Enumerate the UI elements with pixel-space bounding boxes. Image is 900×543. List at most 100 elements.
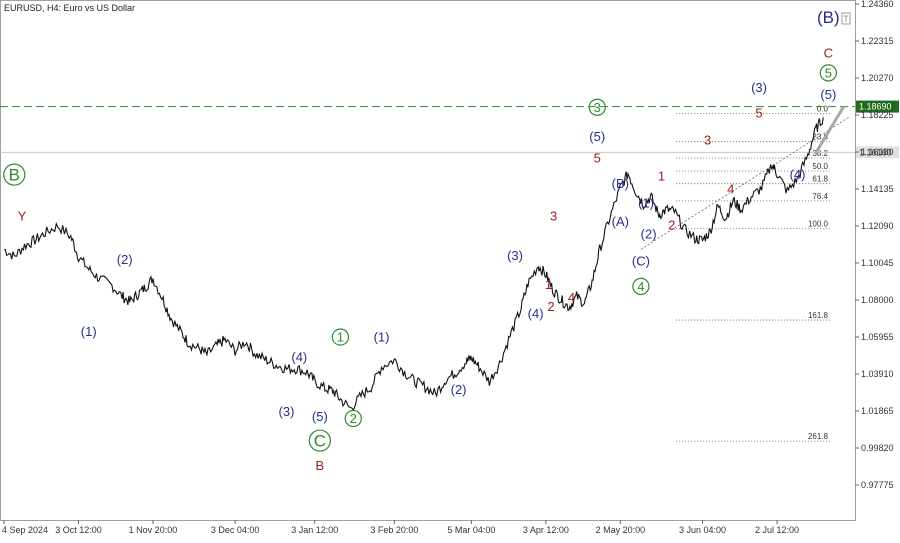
wave-label: 5 xyxy=(755,105,762,120)
x-tick-label: 3 Jun 04:00 xyxy=(679,525,726,535)
plot-area xyxy=(0,0,856,521)
fib-level-label: 23.6 xyxy=(812,133,828,142)
wave-label-circle xyxy=(588,98,606,116)
y-tick-label: 0.97775 xyxy=(861,480,894,490)
fib-level-label: 76.4 xyxy=(812,192,828,201)
price-line xyxy=(3,117,824,411)
wave-label: B xyxy=(9,166,20,185)
wave-label: 3 xyxy=(594,100,601,115)
wave-label: (C) xyxy=(632,254,650,269)
wave-label: (1) xyxy=(81,324,97,339)
wave-label: (4) xyxy=(528,306,544,321)
wave-label: 4 xyxy=(637,279,644,294)
wave-label: 3 xyxy=(704,132,711,147)
wave-label: (B) xyxy=(817,8,840,27)
wave-label: (3) xyxy=(751,80,767,95)
wave-label: (5) xyxy=(589,129,605,144)
fib-level-label: 261.8 xyxy=(808,432,829,441)
fibonacci-levels: 0.0 23.6 38.2 50.0 61.8 76.4 100.0 161.8 261.8 xyxy=(676,105,830,442)
fib-level-label: 100.0 xyxy=(808,220,829,229)
wave-label: 4 xyxy=(568,290,575,305)
x-tick-label: 1 Nov 20:00 xyxy=(129,525,178,535)
time-axis: 4 Sep 2024 3 Oct 12:00 1 Nov 20:00 3 Dec 04… xyxy=(2,520,799,535)
wave-label: (3) xyxy=(507,248,523,263)
wave-label: 1 xyxy=(658,169,665,184)
y-tick-label: 1.05955 xyxy=(861,332,894,342)
wave-label: 3 xyxy=(550,208,557,223)
projection-group xyxy=(814,105,846,155)
x-tick-label: 3 Apr 12:00 xyxy=(523,525,569,535)
wave-label: (A) xyxy=(612,214,629,229)
y-tick-label: 1.10045 xyxy=(861,258,894,268)
price-axis: 1.24360 1.22315 1.20270 1.18225 1.16180 1.141… xyxy=(855,0,894,490)
y-tick-label: 0.99820 xyxy=(861,443,894,453)
wave-label: 5 xyxy=(825,65,832,80)
wave-label: (4) xyxy=(790,167,806,182)
wave-label: (B) xyxy=(612,176,629,191)
x-tick-label: 3 Jan 12:00 xyxy=(291,525,338,535)
trendline-group xyxy=(640,116,850,250)
y-tick-label: 1.01865 xyxy=(861,406,894,416)
y-tick-label: 1.14135 xyxy=(861,184,894,194)
y-tick-label: 1.22315 xyxy=(861,36,894,46)
wave-label: (1) xyxy=(374,330,390,345)
wave-label-circle xyxy=(632,277,650,296)
wave-label: B xyxy=(316,458,325,473)
x-tick-label: 3 Oct 12:00 xyxy=(55,525,102,535)
wave-label: 5 xyxy=(594,150,601,165)
wave-label: 2 xyxy=(350,411,357,426)
x-tick-label: 3 Feb 20:00 xyxy=(370,525,418,535)
wave-label: (4) xyxy=(291,350,307,365)
x-tick-label: 2 Jul 12:00 xyxy=(755,525,799,535)
trendline xyxy=(640,116,850,250)
wave-label: C xyxy=(824,46,833,61)
wave-label: (2) xyxy=(117,252,133,267)
y-tick-label: 1.08000 xyxy=(861,295,894,305)
y-tick-label: 1.03910 xyxy=(861,369,894,379)
wave-label: 1 xyxy=(337,330,344,345)
wave-label-circle xyxy=(331,328,350,346)
wave-label: (5) xyxy=(312,409,328,424)
fib-level-label: 38.2 xyxy=(812,149,828,158)
wave-labels: BY(2)(1)(4)(3) (5)CB1 (1)2(2)(3)(4)12343(5… xyxy=(3,8,840,473)
fib-level-label: 50.0 xyxy=(812,162,828,171)
current-price-tag xyxy=(856,146,899,159)
wave-label: Y xyxy=(18,208,27,223)
x-tick-label: 4 Sep 2024 xyxy=(2,525,48,535)
y-tick-label: 1.20270 xyxy=(861,73,894,83)
y-tick-label: 1.12090 xyxy=(861,221,894,231)
wave-label: (2) xyxy=(451,382,467,397)
price-series xyxy=(3,117,824,411)
resistance-tag xyxy=(856,100,899,113)
x-tick-label: 2 May 20:00 xyxy=(596,525,646,535)
x-tick-label: 5 Mar 04:00 xyxy=(447,525,495,535)
fib-level-label: 0.0 xyxy=(817,105,829,114)
horizontal-lines: 1.16160 1.18690 xyxy=(0,100,899,159)
wave-label: 2 xyxy=(547,299,554,314)
x-tick-label: 3 Dec 04:00 xyxy=(211,525,260,535)
wave-label-circle xyxy=(308,429,332,452)
resistance-label: 1.18690 xyxy=(859,102,892,112)
wave-label-circle xyxy=(819,64,838,82)
y-tick-label: 1.16180 xyxy=(861,147,894,157)
wave-label: C xyxy=(314,432,326,451)
wave-label: (2) xyxy=(641,226,657,241)
fib-level-label: 61.8 xyxy=(812,175,828,184)
scroll-icon[interactable] xyxy=(841,12,851,25)
wave-label-circle xyxy=(344,409,362,428)
wave-label: 2 xyxy=(668,217,675,232)
wave-label: (1) xyxy=(638,196,654,211)
chart-title: EURUSD, H4: Euro vs US Dollar xyxy=(4,3,135,13)
wave-label-circle xyxy=(3,163,26,186)
y-tick-label: 1.24360 xyxy=(861,0,894,9)
wave-label: (5) xyxy=(820,87,836,102)
current-price-label: 1.16160 xyxy=(859,147,892,157)
projection-line xyxy=(814,105,846,155)
y-tick-label: 1.18225 xyxy=(861,110,894,120)
wave-label: (3) xyxy=(279,404,295,419)
wave-label: 4 xyxy=(727,181,734,196)
wave-label: 1 xyxy=(545,277,552,292)
fib-level-label: 161.8 xyxy=(808,311,829,320)
